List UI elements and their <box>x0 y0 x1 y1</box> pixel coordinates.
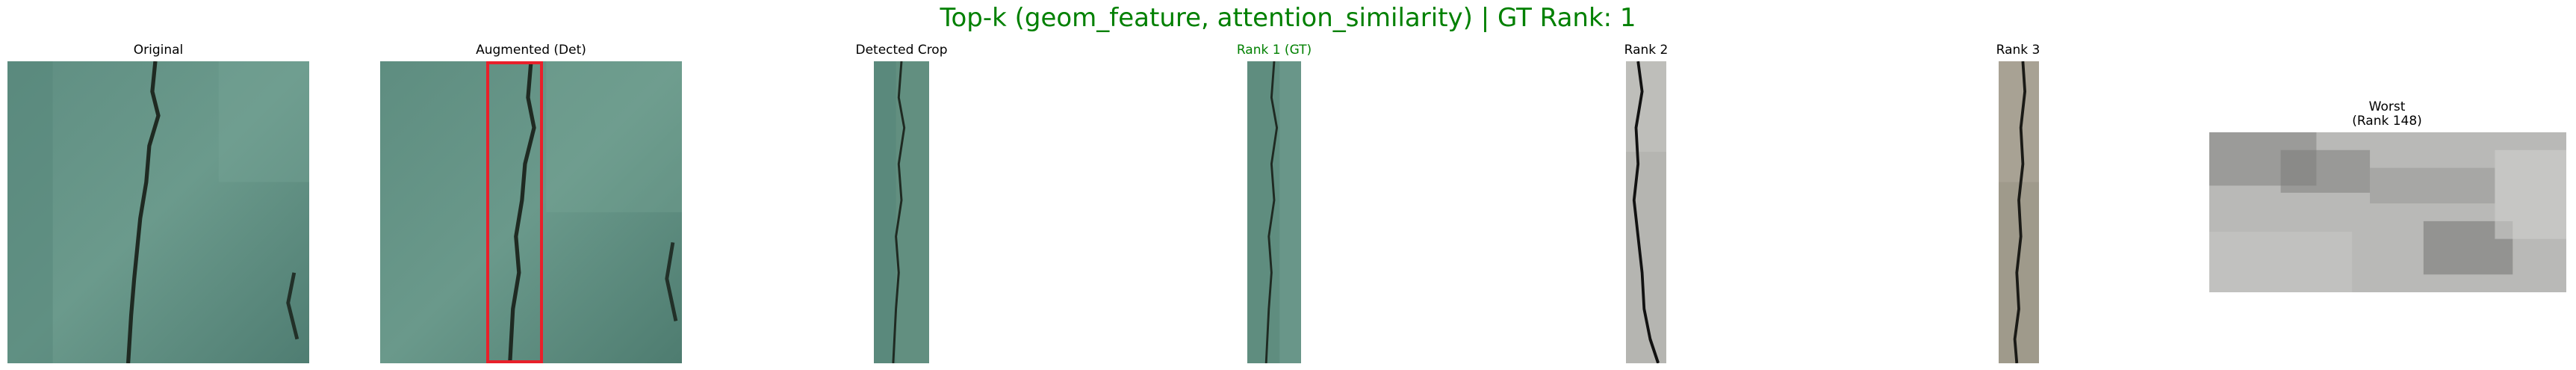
rank3-image <box>1999 61 2039 363</box>
panel-title-augmented: Augmented (Det) <box>476 43 586 58</box>
panel-title-original: Original <box>133 43 184 58</box>
augmented-image <box>380 61 682 363</box>
panel-title-rank1: Rank 1 (GT) <box>1236 43 1312 58</box>
worst-image <box>2209 132 2566 292</box>
figure-title: Top-k (geom_feature, attention_similarit… <box>940 3 1636 33</box>
original-image <box>7 61 309 363</box>
detection-box <box>486 61 543 363</box>
panel-title-worst: Worst <box>2368 99 2406 114</box>
rank1-image <box>1247 61 1301 363</box>
panel-title-rank3: Rank 3 <box>1996 43 2040 58</box>
panel-subtitle-worst: (Rank 148) <box>2352 114 2422 129</box>
detected-crop-image <box>874 61 929 363</box>
panel-title-rank2: Rank 2 <box>1624 43 1669 58</box>
panel-title-detected-crop: Detected Crop <box>855 43 948 58</box>
rank2-image <box>1626 61 1666 363</box>
